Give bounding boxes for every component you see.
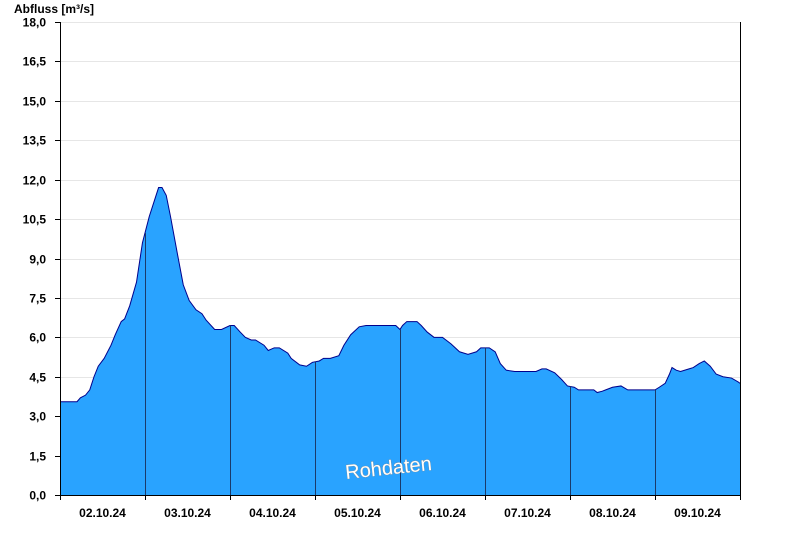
y-tick-label: 3,0: [29, 410, 46, 424]
x-tick-label: 02.10.24: [79, 506, 126, 520]
x-tick-label: 07.10.24: [504, 506, 551, 520]
x-tick-label: 08.10.24: [589, 506, 636, 520]
y-tick-label: 12,0: [23, 174, 47, 188]
x-tick-labels: 02.10.24 03.10.24 04.10.24 05.10.24 06.10.24…: [79, 506, 721, 520]
day-boundary-layer: [145, 232, 656, 495]
x-tick-label: 05.10.24: [334, 506, 381, 520]
y-tick-label: 6,0: [29, 331, 46, 345]
axis-layer: [55, 22, 741, 500]
y-tick-label: 4,5: [29, 371, 46, 385]
x-tick-label: 09.10.24: [674, 506, 721, 520]
y-tick-label: 9,0: [29, 253, 46, 267]
y-axis-label: Abfluss [m³/s]: [14, 2, 94, 16]
y-tick-label: 18,0: [23, 16, 47, 30]
y-tick-label: 10,5: [23, 213, 47, 227]
y-tick-label: 13,5: [23, 134, 47, 148]
x-tick-label: 03.10.24: [164, 506, 211, 520]
y-tick-label: 0,0: [29, 489, 46, 503]
discharge-line: [60, 187, 741, 403]
y-tick-label: 1,5: [29, 450, 46, 464]
y-tick-label: 15,0: [23, 95, 47, 109]
x-tick-label: 06.10.24: [419, 506, 466, 520]
y-tick-label: 7,5: [29, 292, 46, 306]
y-tick-labels: 0,0 1,5 3,0 4,5 6,0 7,5 9,0 10,5 12,0 13,5 15,0 16,…: [23, 16, 47, 503]
y-tick-label: 16,5: [23, 55, 47, 69]
x-tick-label: 04.10.24: [249, 506, 296, 520]
